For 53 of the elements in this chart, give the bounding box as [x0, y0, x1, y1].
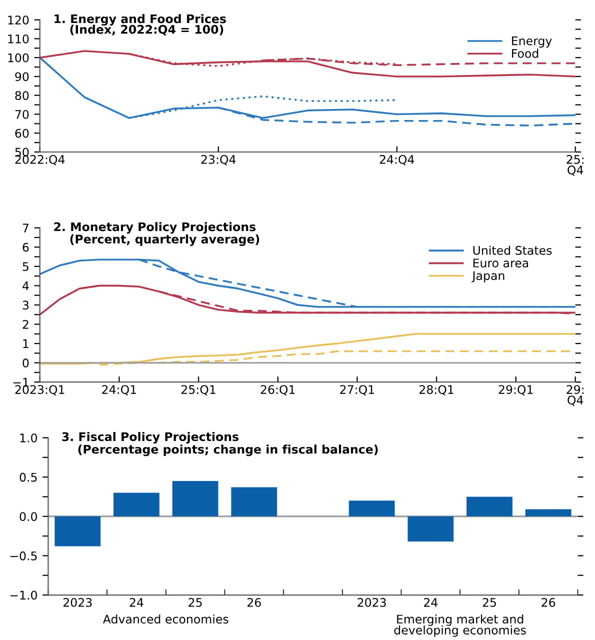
x-tick-label: 25: [188, 598, 202, 607]
legend-label: Energy: [512, 36, 552, 48]
y-tick-label: 2: [22, 320, 28, 329]
legend-label: Japan: [472, 271, 504, 282]
chart-subtitle: (Index, 2022:Q4 = 100): [70, 24, 224, 36]
x-tick-label: 24:Q4: [380, 154, 414, 166]
chart-title: 1. Energy and Food Prices: [54, 14, 226, 26]
legend-label: Food: [512, 48, 538, 58]
x-tick-label: 2023:Q1: [15, 385, 64, 396]
x-tick-label: 25: Q4: [566, 154, 584, 176]
y-tick-label: 100: [8, 53, 29, 62]
y-tick-label: 90: [15, 72, 29, 82]
y-tick-label: 120: [8, 16, 29, 24]
text: (Percentage points; change in fiscal balance): [78, 444, 378, 456]
x-tick-label: 25:Q1: [181, 385, 216, 396]
x-tick-label: 26: [542, 598, 556, 607]
x-tick-label: 26:Q1: [260, 385, 295, 396]
y-tick-label: −0.5: [10, 551, 37, 560]
x-tick-label: 24:Q1: [102, 385, 136, 396]
legend-label: Euro area: [473, 258, 528, 268]
y-tick-label: 1.0: [20, 433, 37, 442]
y-tick-label: 7: [22, 224, 28, 232]
y-tick-label: 4: [22, 282, 29, 290]
y-tick-label: 1: [23, 339, 28, 348]
x-tick-label: 25: [482, 598, 496, 607]
chart-title: 3. Fiscal Policy Projections: [62, 432, 238, 444]
text: Advanced economies: [102, 614, 228, 624]
x-tick-label: 27:Q1: [340, 385, 374, 396]
y-tick-label: 80: [15, 91, 29, 100]
x-tick-label: 28:Q1: [419, 385, 454, 396]
x-tick-label: 24: [424, 598, 438, 607]
x-tick-label: 2023: [358, 598, 386, 607]
y-tick-label: −1.0: [10, 590, 37, 600]
legend-label: United States: [473, 246, 552, 255]
y-tick-label: 70: [15, 110, 29, 119]
y-tick-label: 60: [15, 128, 29, 138]
x-tick-label: 29: Q4: [566, 385, 584, 406]
y-tick-label: 6: [22, 242, 29, 252]
x-tick-label: 24: [130, 598, 144, 607]
y-tick-label: 3: [22, 300, 28, 310]
y-tick-label: 5: [22, 262, 28, 272]
x-tick-label: 29:Q1: [498, 385, 533, 396]
chart-title: 2. Monetary Policy Projections: [54, 222, 256, 234]
text: (Percent, quarterly average): [70, 234, 260, 246]
y-tick-label: 0: [22, 358, 29, 368]
x-tick-label: 26: [247, 598, 261, 607]
x-tick-label: 2022:Q4: [15, 154, 65, 166]
x-tick-label: 23:Q4: [201, 154, 236, 166]
y-tick-label: 0.0: [20, 512, 37, 522]
y-tick-label: 0.5: [20, 472, 37, 482]
text: Emerging market and developing economies: [394, 614, 526, 637]
y-tick-label: 110: [8, 34, 29, 44]
x-tick-label: 2023: [63, 598, 92, 607]
